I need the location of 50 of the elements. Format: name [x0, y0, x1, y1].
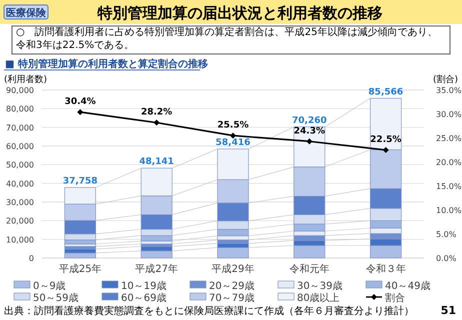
y2-tick-label: 35.0%: [436, 86, 462, 95]
y-tick-label: 20,000: [6, 216, 34, 226]
legend-label: 80歳以上: [297, 292, 340, 304]
y-tick-label: 50,000: [6, 160, 34, 170]
y2-tick-label: 5.0%: [436, 230, 457, 239]
y-tick-label: 60,000: [6, 142, 34, 151]
y-tick-label: 30,000: [6, 198, 34, 207]
total-label: 58,416: [216, 138, 250, 148]
legend-label: 30～39歳: [297, 280, 342, 292]
y-tick-label: 80,000: [6, 104, 34, 114]
x-tick-label: 令和元年: [289, 263, 330, 275]
y-tick-label: 90,000: [6, 86, 34, 95]
legend-label: 20～29歳: [209, 280, 254, 292]
data-label: 28.2%: [140, 108, 172, 118]
legend-label: 10～19歳: [121, 280, 166, 292]
y2-tick-label: 20.0%: [436, 158, 462, 167]
data-label: 24.3%: [294, 126, 326, 136]
total-label: 85,566: [368, 87, 404, 98]
chart-subtitle: ■ 特別管理加算の利用者数と算定割合の推移: [5, 58, 208, 70]
y-tick-label: 40,000: [6, 179, 34, 188]
data-label: 30.4%: [64, 97, 96, 108]
text: 51: [440, 304, 456, 317]
data-label: 25.5%: [217, 120, 249, 131]
source-note: 出典：訪問看護療養費実態調査をもとに保険局医療課にて作成（各年６月審査分より推計）: [4, 305, 414, 317]
total-label: 70,260: [292, 116, 327, 126]
legend-label: 割合: [385, 292, 405, 304]
x-tick-label: 平成29年: [212, 263, 254, 275]
y2-axis-title: (割合): [432, 74, 458, 85]
text: 医療保険: [6, 7, 47, 19]
y2-tick-label: 0.0%: [436, 254, 457, 263]
legend-label: 40～49歳: [385, 280, 430, 292]
y-tick-label: 0: [28, 254, 34, 263]
y-tick-label: 70,000: [6, 123, 34, 132]
y2-tick-label: 10.0%: [436, 206, 462, 215]
legend-label: 50～59歳: [33, 292, 78, 304]
x-tick-label: 令和３年: [366, 263, 406, 275]
total-label: 48,141: [139, 157, 174, 168]
total-label: 37,758: [62, 176, 98, 187]
y-tick-label: 10,000: [6, 235, 34, 244]
y-axis-title: (利用者数): [4, 74, 48, 85]
legend-label: 60～69歳: [121, 292, 166, 304]
x-tick-label: 平成25年: [58, 263, 102, 275]
data-label: 22.5%: [370, 135, 402, 145]
legend-label: 70～79歳: [209, 292, 254, 304]
chart-title: 特別管理加算の届出状況と利用者数の推移: [96, 4, 382, 22]
y2-tick-label: 25.0%: [436, 134, 462, 143]
x-tick-label: 平成27年: [135, 263, 178, 275]
legend-label: 0～9歳: [33, 280, 66, 292]
y2-tick-label: 15.0%: [436, 182, 462, 191]
y2-tick-label: 30.0%: [436, 110, 462, 119]
